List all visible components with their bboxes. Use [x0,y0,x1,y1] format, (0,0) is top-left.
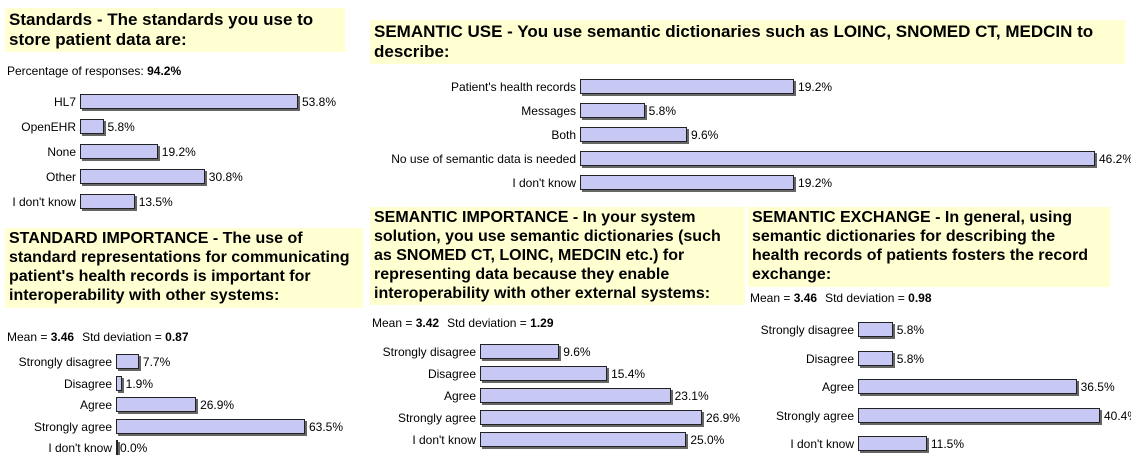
category-label: Agree [821,380,854,394]
category-label: I don't know [48,441,112,455]
category-label: I don't know [12,195,76,209]
value-label: 46.2% [1099,152,1131,166]
bar [480,344,560,359]
value-label: 9.6% [691,128,719,142]
bar [116,397,197,412]
bar [858,436,927,451]
stat-value: 3.46 [50,330,75,344]
value-label: 1.9% [125,376,153,391]
category-label: Disagree [805,351,854,366]
value-label: 26.9% [200,398,235,412]
chart-title: Standards - The standards you use to sto… [5,8,345,53]
value-label: 19.2% [798,80,833,94]
category-label: No use of semantic data is needed [391,152,576,166]
category-label: Strongly disagree [18,355,112,369]
bar [480,432,687,447]
stats: Mean = 3.46 Std deviation = 0.87 [7,330,197,344]
stat-label: Std deviation = [82,330,162,344]
stat-value: 3.46 [793,291,818,305]
value-label: 7.7% [142,355,171,369]
bar [116,440,118,455]
value-label: 9.6% [563,345,591,359]
stat-label: Mean = [7,330,48,344]
bar [116,375,122,391]
category-label: Both [551,128,576,142]
value-label: 63.5% [309,419,344,434]
category-label: Strongly agree [33,419,112,434]
value-label: 30.8% [208,170,243,184]
category-label: I don't know [790,437,854,451]
value-label: 25.0% [690,433,725,447]
category-label: I don't know [412,433,476,447]
bar [858,350,893,366]
stat-value: 3.42 [415,316,440,330]
value-label: 19.2% [798,176,833,190]
category-label: Disagree [63,376,112,391]
chart-title: SEMANTIC EXCHANGE - In general, using se… [748,207,1110,287]
value-label: 15.4% [611,367,646,381]
value-label: 5.8% [896,351,925,366]
bar [580,151,1095,166]
bar [80,119,104,134]
bar [858,379,1077,394]
category-label: OpenEHR [21,120,76,134]
stats: Mean = 3.46 Std deviation = 0.98 [750,291,940,305]
bar [480,366,608,381]
stat-label: Mean = [750,291,791,305]
value-label: 5.8% [896,323,925,337]
stat-label: Std deviation = [825,291,905,305]
value-label: 36.5% [1080,380,1115,394]
category-label: Agree [79,398,112,412]
category-label: I don't know [512,176,576,190]
bar [480,410,702,425]
category-label: Agree [443,389,476,403]
chart-title: SEMANTIC IMPORTANCE - In your system sol… [370,207,745,306]
category-label: Strongly agree [397,411,476,425]
bar [116,354,139,369]
chart-title: SEMANTIC USE - You use semantic dictiona… [370,20,1125,65]
value-label: 13.5% [138,195,173,209]
value-label: 11.5% [930,437,965,451]
category-label: Messages [521,104,576,118]
bar [116,418,305,434]
bar [580,79,795,94]
bar [80,169,205,184]
bar [80,194,135,209]
value-label: 5.8% [648,104,676,118]
bar [580,103,645,118]
category-label: Disagree [427,367,476,381]
bar [480,388,671,403]
category-label: Other [45,170,76,184]
category-label: None [47,145,76,159]
category-label: Strongly agree [775,408,854,423]
stat-label: Percentage of responses: [7,64,144,78]
bar [580,127,687,142]
bar [80,144,158,159]
bar [858,407,1100,423]
stat-value: 94.2% [147,64,182,78]
bar [580,175,795,190]
stat-value: 1.29 [530,316,554,330]
value-label: 19.2% [161,145,196,159]
category-label: Strongly disagree [382,345,476,359]
value-label: 23.1% [674,389,709,403]
stats: Mean = 3.42 Std deviation = 1.29 [372,316,562,330]
stat-label: Std deviation = [447,316,527,330]
value-label: 26.9% [706,411,741,425]
value-label: 5.8% [107,120,135,134]
stat-label: Mean = [372,316,413,330]
category-label: Strongly disagree [760,323,854,337]
value-label: 53.8% [302,95,337,109]
bar [80,94,298,109]
chart-title: STANDARD IMPORTANCE - The use of standar… [5,228,363,308]
category-label: HL7 [53,95,76,109]
bar [858,322,893,337]
stats: Percentage of responses: 94.2% [7,64,189,78]
stat-value: 0.98 [908,291,932,305]
category-label: Patient's health records [450,80,576,94]
stat-value: 0.87 [165,330,189,344]
value-label: 0.0% [120,441,148,455]
value-label: 40.4% [1104,408,1131,423]
